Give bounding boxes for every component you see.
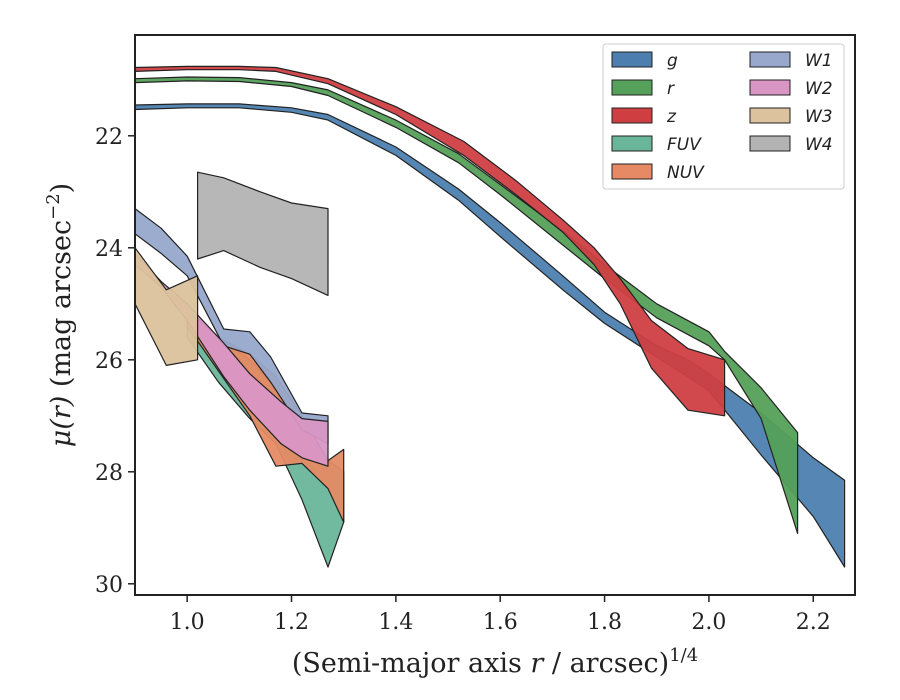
plot-frame: [134, 34, 856, 596]
legend-swatch-z: [611, 107, 653, 124]
legend-items: grz FUV NUV W1 W2 W3 W4: [611, 51, 833, 183]
band-r: [134, 76, 799, 535]
legend-label-w1: W1: [805, 51, 833, 71]
band-w4: [197, 171, 329, 296]
legend-swatch-nuv: [611, 163, 653, 180]
x-tick-label: 1.8: [587, 610, 622, 635]
y-tick-label: 26: [95, 349, 123, 374]
band-g: [134, 103, 846, 568]
legend-label-w2: W2: [805, 79, 833, 99]
legend-label-z: z: [666, 107, 677, 127]
band-z: [134, 65, 726, 417]
x-axis-title: (Semi-major axis r / arcsec)1/4: [292, 645, 698, 679]
legend-label-r: r: [667, 79, 675, 99]
legend: grz FUV NUV W1 W2 W3 W4: [602, 43, 845, 190]
legend-swatch-w3: [749, 107, 791, 124]
legend-swatch-w4: [749, 135, 791, 152]
x-tick-label: 1.2: [274, 610, 309, 635]
legend-label-w4: W4: [805, 135, 833, 155]
legend-swatch-r: [611, 79, 653, 96]
legend-swatch-g: [611, 51, 653, 68]
legend-swatch-w2: [749, 79, 791, 96]
legend-label-w3: W3: [805, 107, 833, 127]
y-axis-title: μ(r) (mag arcsec−2): [43, 183, 77, 447]
y-tick-label: 22: [95, 125, 123, 150]
legend-swatch-w1: [749, 51, 791, 68]
x-axis: 1.0 1.2 1.4 1.6 1.8 2.0 2.2: [170, 595, 831, 635]
y-tick-label: 28: [95, 461, 123, 486]
x-tick-label: 1.6: [483, 610, 518, 635]
legend-label-g: g: [667, 51, 678, 71]
legend-label-fuv: FUV: [667, 135, 702, 155]
y-tick-label: 30: [95, 573, 123, 598]
x-tick-label: 2.0: [691, 610, 726, 635]
legend-swatch-fuv: [611, 135, 653, 152]
y-axis: 22 24 26 28 30: [95, 125, 135, 598]
x-tick-label: 1.0: [170, 610, 205, 635]
legend-label-nuv: NUV: [667, 163, 705, 183]
x-tick-label: 1.4: [378, 610, 413, 635]
x-tick-label: 2.2: [796, 610, 831, 635]
y-tick-label: 24: [95, 237, 123, 262]
